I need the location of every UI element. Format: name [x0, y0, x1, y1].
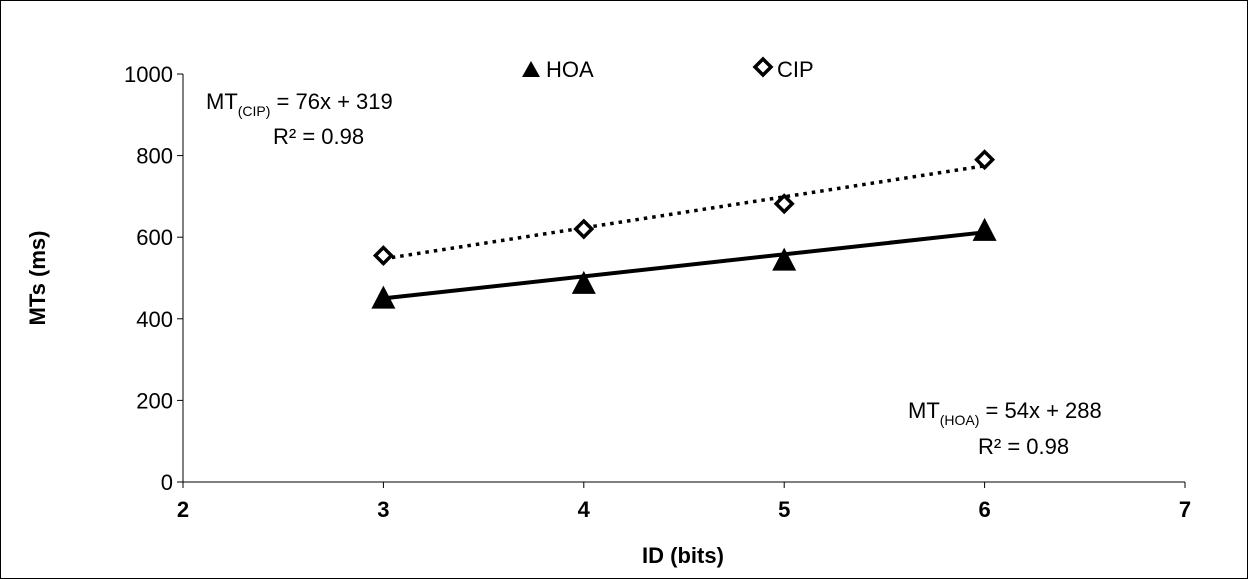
hoa-point [371, 285, 396, 309]
y-tick-label: 800 [136, 144, 173, 169]
hoa-equation-main: MT [908, 398, 940, 423]
hoa-equation-formula: = 54x + 288 [979, 398, 1101, 423]
hoa-trendline [383, 230, 985, 301]
legend-hoa-marker-icon [522, 61, 540, 77]
legend-hoa-label: HOA [546, 57, 594, 82]
hoa-point [772, 247, 797, 271]
cip-equation: MT(CIP) = 76x + 319 [206, 89, 393, 119]
markers [371, 149, 997, 309]
y-tick-label: 200 [136, 388, 173, 413]
legend: HOA CIP [522, 56, 814, 82]
x-tick-label: 5 [778, 497, 790, 522]
x-axis-title: ID (bits) [642, 543, 724, 568]
y-tick-label: 600 [136, 225, 173, 250]
cip-r-squared: R² = 0.98 [273, 124, 364, 149]
x-tick-label: 2 [177, 497, 189, 522]
cip-equation-main: MT [206, 89, 238, 114]
x-tick-label: 3 [377, 497, 389, 522]
legend-cip-marker-icon [752, 56, 774, 78]
hoa-point [972, 217, 997, 241]
hoa-equation: MT(HOA) = 54x + 288 [908, 398, 1102, 428]
trendlines [383, 164, 985, 301]
y-axis-title: MTs (ms) [25, 231, 50, 326]
x-tick-label: 4 [578, 497, 591, 522]
cip-point [773, 193, 795, 215]
cip-equation-sub: (CIP) [238, 103, 271, 119]
legend-cip-label: CIP [777, 57, 814, 82]
x-tick-label: 7 [1179, 497, 1191, 522]
cip-point [974, 149, 996, 171]
y-tick-label: 0 [161, 470, 173, 495]
y-tick-label: 1000 [124, 62, 173, 87]
x-tick-label: 6 [978, 497, 990, 522]
cip-point [573, 218, 595, 240]
cip-point [372, 245, 394, 267]
cip-equation-formula: = 76x + 319 [270, 89, 392, 114]
hoa-r-squared: R² = 0.98 [978, 434, 1069, 459]
axes: 0 200 400 600 800 1000 2 3 4 5 6 7 [124, 62, 1191, 522]
y-tick-label: 400 [136, 307, 173, 332]
hoa-point [571, 270, 596, 294]
hoa-equation-sub: (HOA) [940, 412, 980, 428]
